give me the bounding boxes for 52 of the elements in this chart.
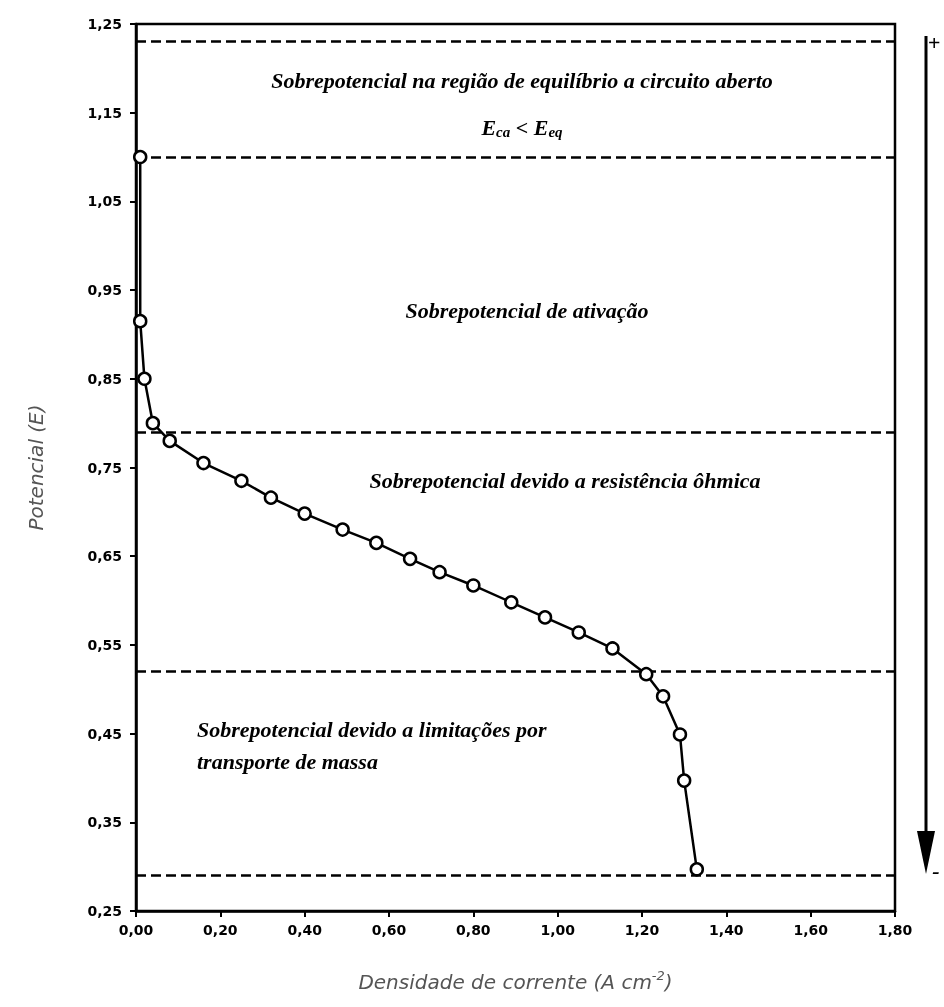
point [369, 535, 384, 551]
point [145, 415, 161, 431]
x-tick-label: 1,20 [624, 922, 660, 938]
y-tick-label: 0,55 [87, 636, 122, 653]
point [297, 506, 312, 521]
x-tick-label: 1,60 [793, 922, 829, 938]
x-tick-label: 0,40 [287, 922, 323, 938]
point [132, 313, 148, 329]
x-tick-label: 0,00 [118, 922, 154, 938]
annotation: Sobrepotencial na região de equilíbrio a circuito aberto [271, 67, 773, 93]
y-tick-label: 0,75 [87, 459, 122, 476]
y-tick-label: 1,05 [87, 193, 122, 210]
annotation: Sobrepotencial devido a limitações por transporte de massa [197, 716, 553, 774]
point [137, 371, 152, 387]
point [638, 666, 654, 682]
point [402, 551, 418, 567]
text: + [927, 29, 941, 55]
point [571, 625, 586, 640]
point [335, 522, 350, 537]
y-tick-label: 0,65 [87, 548, 122, 565]
point [689, 862, 705, 877]
point [234, 473, 249, 489]
x-tick-label: 0,20 [203, 922, 238, 938]
x-tick-label: 0,80 [456, 922, 491, 938]
point [655, 689, 671, 704]
y-tick-label: 1,15 [87, 104, 122, 121]
point [162, 433, 177, 449]
point [672, 727, 688, 742]
point [676, 773, 692, 788]
y-tick-label: 0,25 [87, 903, 122, 919]
x-tick-label: 1,80 [877, 922, 913, 938]
y-tick-label: 1,25 [87, 16, 122, 32]
y-tick-label: 0,85 [87, 370, 122, 387]
x-tick-label: 1,00 [540, 922, 576, 938]
annotation: Eca < Eeq [480, 114, 564, 140]
point [263, 490, 279, 505]
point [196, 455, 211, 471]
annotation: Sobrepotencial devido a resistência ôhmica [369, 467, 761, 493]
point [537, 610, 553, 625]
point [466, 578, 481, 593]
x-tick-label: 0,60 [371, 922, 407, 938]
y-tick-label: 0,35 [87, 814, 122, 831]
point [504, 595, 519, 610]
x-tick-label: 1,40 [709, 922, 744, 938]
text: - [932, 857, 940, 883]
y-tick-label: 0,45 [87, 725, 122, 742]
y-axis-title: Potencial (E) [24, 404, 48, 531]
point [132, 149, 148, 165]
point [605, 641, 620, 656]
point [432, 564, 447, 580]
y-tick-label: 0,95 [87, 282, 122, 299]
annotation: Sobrepotencial de ativação [405, 297, 649, 323]
